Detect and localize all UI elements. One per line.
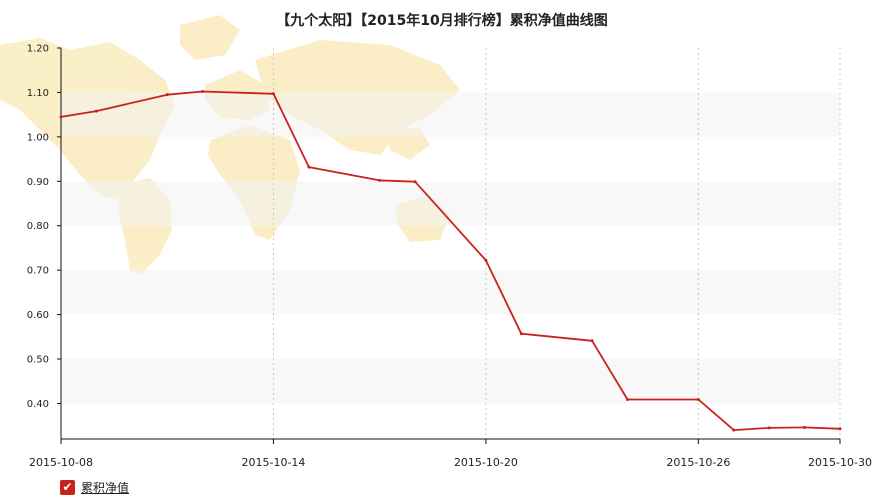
horizontal-bands bbox=[61, 92, 840, 404]
vertical-gridlines bbox=[272, 48, 841, 439]
horizontal-band bbox=[61, 359, 840, 404]
x-tick-label: 2015-10-26 bbox=[666, 456, 730, 469]
y-tick-label: 0.90 bbox=[27, 177, 49, 188]
data-point bbox=[519, 332, 523, 336]
x-axis-ticks: 2015-10-08 2015-10-14 2015-10-20 2015-10-26… bbox=[29, 439, 872, 469]
legend[interactable]: ✔ 累积净值 bbox=[60, 479, 129, 496]
data-point bbox=[696, 397, 700, 401]
data-point bbox=[732, 428, 736, 432]
y-axis-ticks: 1.20 1.10 1.00 0.90 0.80 0.70 0.60 0.50 0.40 bbox=[27, 44, 61, 410]
y-tick-label: 0.80 bbox=[27, 221, 49, 232]
data-point bbox=[378, 178, 382, 182]
horizontal-band bbox=[61, 270, 840, 315]
x-tick-label: 2015-10-14 bbox=[241, 456, 305, 469]
y-tick-label: 1.10 bbox=[27, 88, 49, 99]
horizontal-band bbox=[61, 92, 840, 137]
horizontal-band bbox=[61, 181, 840, 226]
y-tick-label: 0.40 bbox=[27, 399, 49, 410]
data-point bbox=[767, 426, 771, 430]
legend-label-series[interactable]: 累积净值 bbox=[81, 481, 130, 495]
y-tick-label: 0.50 bbox=[27, 355, 49, 366]
data-point bbox=[484, 258, 488, 262]
data-point bbox=[626, 397, 630, 401]
checkmark-icon[interactable]: ✔ bbox=[60, 480, 75, 495]
y-tick-label: 1.20 bbox=[27, 44, 49, 55]
data-point bbox=[165, 93, 169, 97]
y-tick-label: 0.70 bbox=[27, 266, 49, 277]
x-tick-label: 2015-10-20 bbox=[454, 456, 518, 469]
x-tick-label: 2015-10-30 bbox=[808, 456, 872, 469]
data-point bbox=[94, 109, 98, 113]
data-point bbox=[803, 425, 807, 429]
axes bbox=[60, 48, 840, 440]
world-map-background bbox=[0, 15, 460, 275]
data-point bbox=[590, 339, 594, 343]
series-group bbox=[59, 90, 842, 432]
x-tick-label: 2015-10-08 bbox=[29, 456, 93, 469]
y-tick-label: 0.60 bbox=[27, 310, 49, 321]
data-point bbox=[413, 180, 417, 184]
data-point bbox=[201, 90, 205, 94]
data-point bbox=[838, 427, 842, 431]
data-point bbox=[59, 115, 63, 119]
y-tick-label: 1.00 bbox=[27, 132, 49, 143]
data-point bbox=[271, 92, 275, 96]
chart-title: 【九个太阳】【2015年10月排行榜】累积净值曲线图 bbox=[276, 13, 608, 29]
data-point bbox=[307, 165, 311, 169]
